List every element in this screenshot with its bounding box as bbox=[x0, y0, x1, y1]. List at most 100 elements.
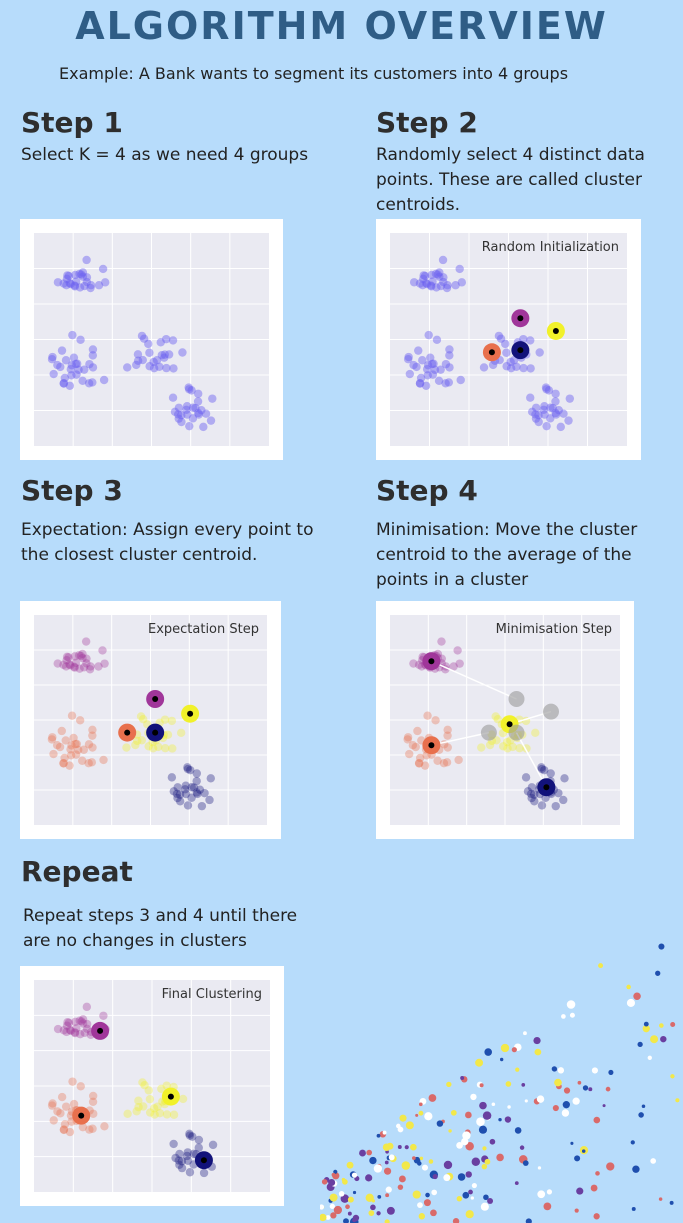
data-point bbox=[435, 272, 444, 281]
data-point bbox=[415, 379, 425, 388]
old-centroid bbox=[508, 691, 525, 707]
confetti-dot bbox=[475, 1058, 484, 1067]
confetti-dot bbox=[470, 1196, 474, 1200]
plot-area bbox=[390, 615, 620, 825]
data-point bbox=[59, 379, 68, 388]
confetti-dot bbox=[537, 1166, 542, 1170]
confetti-dot bbox=[419, 1156, 424, 1161]
confetti-dot bbox=[412, 1190, 421, 1199]
data-point bbox=[59, 758, 68, 768]
data-point bbox=[68, 1077, 77, 1086]
data-point bbox=[98, 646, 107, 655]
data-point bbox=[78, 653, 87, 663]
data-point bbox=[72, 370, 81, 379]
confetti-dot bbox=[507, 1105, 511, 1109]
data-point bbox=[512, 362, 521, 371]
data-point bbox=[60, 753, 69, 763]
data-point bbox=[74, 651, 84, 660]
confetti-dot bbox=[626, 998, 635, 1007]
data-point bbox=[542, 385, 551, 394]
confetti-dot bbox=[376, 1133, 381, 1138]
confetti-dot bbox=[632, 1165, 640, 1173]
confetti-dot bbox=[461, 1137, 469, 1146]
data-point bbox=[188, 1132, 197, 1141]
confetti-dot bbox=[590, 1184, 598, 1192]
data-point bbox=[156, 338, 165, 347]
data-point bbox=[502, 348, 511, 357]
data-point bbox=[184, 383, 193, 392]
data-point bbox=[65, 660, 74, 669]
data-point bbox=[56, 362, 65, 372]
confetti-dot bbox=[436, 1120, 444, 1127]
confetti-dot bbox=[500, 1043, 510, 1053]
data-point bbox=[182, 402, 192, 411]
data-point bbox=[138, 715, 148, 724]
data-point bbox=[413, 726, 422, 736]
data-point bbox=[70, 663, 79, 672]
data-point bbox=[559, 409, 568, 418]
centroid-navy-core bbox=[543, 784, 550, 791]
data-point bbox=[454, 755, 463, 765]
data-point bbox=[137, 736, 147, 745]
data-point bbox=[426, 353, 435, 362]
step-3-text: Expectation: Assign every point to the c… bbox=[21, 520, 314, 565]
data-point bbox=[136, 712, 146, 721]
data-point bbox=[537, 764, 547, 774]
confetti-dot bbox=[591, 1067, 599, 1074]
centroid-purple-core bbox=[517, 315, 524, 322]
centroid-yellow-core bbox=[506, 721, 513, 728]
confetti-dot bbox=[606, 1162, 615, 1171]
data-point bbox=[67, 711, 77, 720]
confetti-dot bbox=[347, 1196, 354, 1203]
data-point bbox=[200, 788, 209, 798]
data-point bbox=[71, 739, 80, 749]
confetti-dot bbox=[329, 1193, 338, 1202]
data-point bbox=[565, 394, 575, 403]
data-point bbox=[66, 745, 75, 754]
step-1-text: Select K = 4 as we need 4 groups bbox=[21, 145, 309, 165]
data-point bbox=[422, 279, 432, 289]
confetti-dot bbox=[421, 1164, 429, 1171]
data-point bbox=[554, 788, 563, 798]
data-point bbox=[206, 416, 216, 425]
data-point bbox=[133, 350, 143, 359]
data-point bbox=[206, 774, 215, 783]
data-point bbox=[443, 743, 452, 752]
data-point bbox=[74, 745, 83, 755]
data-point bbox=[404, 352, 413, 362]
data-point bbox=[81, 637, 91, 646]
data-point bbox=[167, 773, 177, 782]
data-point bbox=[64, 271, 73, 281]
data-point bbox=[94, 662, 103, 671]
data-point bbox=[139, 1102, 148, 1111]
data-point bbox=[175, 1160, 184, 1170]
data-point bbox=[559, 795, 568, 805]
confetti-dot bbox=[650, 1035, 659, 1044]
data-point bbox=[60, 1120, 70, 1129]
confetti-dot bbox=[496, 1153, 504, 1162]
confetti-dot bbox=[385, 1193, 390, 1198]
confetti-dot bbox=[511, 1047, 517, 1053]
confetti-dot bbox=[491, 1102, 496, 1107]
confetti-dot bbox=[465, 1111, 472, 1119]
data-point bbox=[49, 1116, 58, 1125]
data-point bbox=[137, 331, 147, 341]
confetti-dot bbox=[424, 1112, 433, 1121]
confetti-dot bbox=[330, 1212, 337, 1219]
data-point bbox=[78, 756, 87, 765]
data-point bbox=[173, 793, 182, 803]
data-point bbox=[560, 774, 569, 783]
data-point bbox=[47, 735, 57, 744]
data-point bbox=[79, 663, 89, 672]
plot-area bbox=[390, 233, 627, 446]
data-point bbox=[88, 345, 98, 354]
data-point bbox=[53, 1107, 62, 1116]
data-point bbox=[170, 407, 180, 417]
confetti-dot bbox=[658, 1197, 663, 1201]
data-point bbox=[431, 716, 440, 725]
data-point bbox=[424, 330, 433, 340]
confetti-dot bbox=[561, 1109, 570, 1117]
data-point bbox=[134, 1102, 143, 1112]
confetti-dot bbox=[443, 1174, 451, 1182]
data-point bbox=[131, 740, 140, 750]
